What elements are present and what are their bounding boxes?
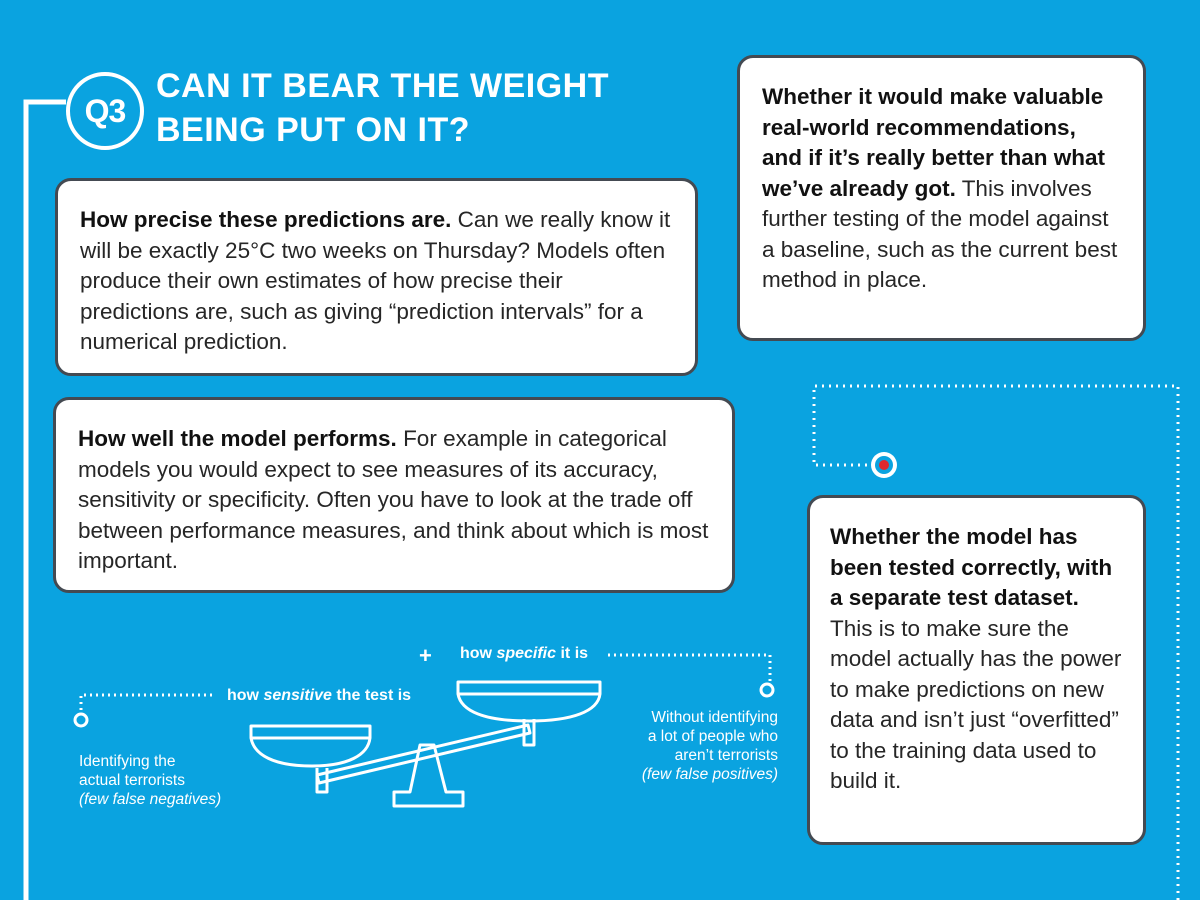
label-sensitive-emph: sensitive [263, 687, 332, 704]
timeline-line [23, 99, 66, 900]
caption-left-line2: actual terrorists [79, 772, 185, 789]
label-sensitive: how sensitive the test is [227, 687, 411, 705]
node-right [759, 682, 775, 698]
card-tested-lead: Whether the model has been tested correc… [830, 524, 1113, 610]
card-performance-lead: How well the model performs. [78, 426, 397, 451]
card-realworld-body: This involves further testing of the mod… [762, 175, 1118, 293]
card-precision-lead: How precise these predictions are. [80, 207, 452, 232]
card-tested: Whether the model has been tested correc… [807, 495, 1146, 845]
page-title: CAN IT BEAR THE WEIGHT BEING PUT ON IT? [156, 67, 609, 149]
label-sensitive-post: the test is [331, 687, 412, 704]
caption-right-note: (few false positives) [641, 766, 778, 783]
card-realworld: Whether it would make valuable real-worl… [737, 55, 1146, 341]
card-performance-body: For example in categorical models you wo… [78, 426, 709, 573]
dotted-guide-sensitive [79, 693, 212, 712]
label-sensitive-pre: how [227, 687, 264, 704]
dotted-guide-right [812, 384, 1180, 900]
caption-right-line2: a lot of people who [647, 728, 778, 745]
dotted-guide-specific [608, 653, 772, 683]
plus-sign: + [419, 643, 432, 668]
caption-left-line1: Identifying the [79, 753, 176, 770]
label-specific-emph: specific [496, 645, 557, 662]
card-performance: How well the model performs. For example… [53, 397, 735, 593]
caption-left: Identifying the actual terrorists (few f… [79, 752, 221, 809]
question-badge: Q3 [66, 72, 144, 150]
card-realworld-lead: Whether it would make valuable real-worl… [762, 84, 1105, 201]
card-precision: How precise these predictions are. Can w… [55, 178, 698, 376]
node-left [73, 712, 89, 728]
caption-left-note: (few false negatives) [79, 791, 222, 808]
label-specific-post: it is [556, 645, 589, 662]
caption-right-line1: Without identifying [651, 709, 778, 726]
caption-right: Without identifying a lot of people who … [598, 708, 778, 784]
card-tested-body: This is to make sure the model actually … [830, 615, 1122, 794]
card-precision-body: Can we really know it will be exactly 25… [80, 207, 671, 354]
target-icon [871, 452, 897, 478]
label-specific: how specific it is [460, 645, 588, 663]
caption-right-line3: aren’t terrorists [674, 747, 778, 764]
label-specific-pre: how [460, 645, 497, 662]
balance-scale-icon [249, 680, 602, 808]
